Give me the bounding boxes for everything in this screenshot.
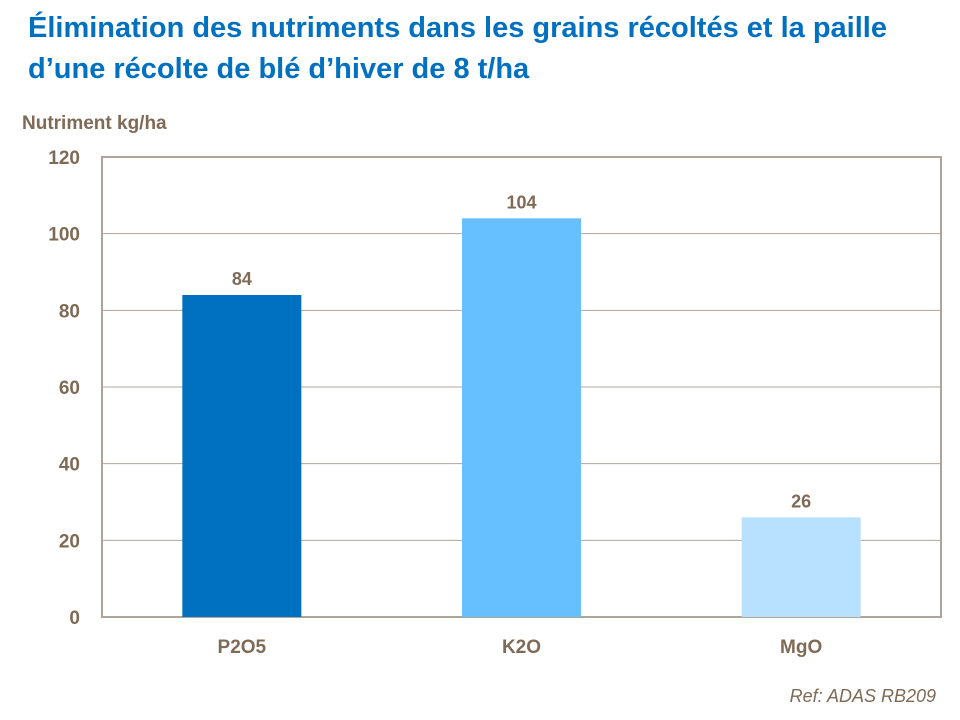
y-axis-label: Nutriment kg/ha: [22, 113, 167, 134]
y-tick-label: 120: [48, 148, 80, 169]
y-tick-label: 0: [69, 608, 80, 629]
data-label: 26: [791, 491, 811, 511]
y-tick-label: 60: [59, 378, 80, 399]
data-label: 84: [232, 269, 252, 289]
y-tick-label: 20: [59, 531, 80, 552]
x-tick-label: MgO: [780, 637, 822, 658]
data-label: 104: [506, 192, 536, 212]
bar-mgo: [741, 517, 861, 617]
reference-note: Ref: ADAS RB209: [789, 686, 936, 706]
chart-title: Élimination des nutriments dans les grai…: [28, 12, 887, 85]
y-tick-label: 80: [59, 301, 80, 322]
x-tick-label: P2O5: [218, 637, 267, 658]
y-tick-label: 100: [48, 225, 80, 246]
x-tick-label: K2O: [502, 637, 541, 658]
bar-k2o: [462, 218, 581, 618]
bar-p2o5: [182, 295, 302, 617]
y-tick-label: 40: [59, 455, 80, 476]
